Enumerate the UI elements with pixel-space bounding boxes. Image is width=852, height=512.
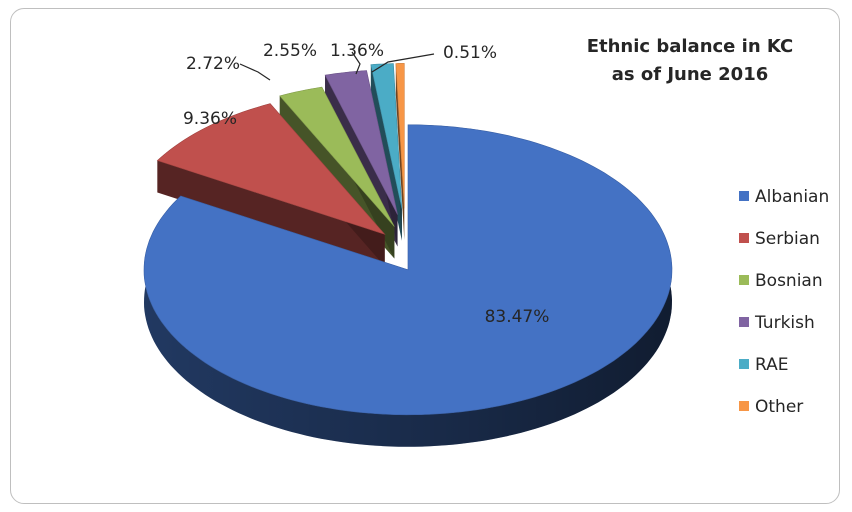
legend-label-rae: RAE [755,355,789,375]
legend-swatch-bosnian [739,275,749,285]
slice-cut-face [370,64,402,241]
chart-title-line-1: Ethnic balance in KC [587,36,794,57]
legend-label-other: Other [755,397,803,417]
legend-swatch-albanian [739,191,749,201]
data-label-serbian: 9.36% [183,109,237,129]
slice-top-face [324,70,398,215]
slice-top-face [395,63,405,209]
pie-slice-other [395,63,405,241]
legend-label-turkish: Turkish [754,313,815,333]
pie-slices [143,63,673,447]
legend: Albanian Serbian Bosnian Turkish RAE Other [739,187,829,417]
leader-line [371,53,435,73]
data-label-other: 0.51% [443,43,497,63]
data-label-rae: 1.36% [330,41,384,61]
slice-top-face [279,86,395,227]
legend-swatch-other [739,401,749,411]
data-label-bosnian: 2.72% [186,54,240,74]
legend-swatch-rae [739,359,749,369]
data-label-albanian: 83.47% [485,307,550,327]
legend-label-serbian: Serbian [755,229,820,249]
leader-line [351,51,361,75]
data-label-turkish: 2.55% [263,41,317,61]
legend-swatch-turkish [739,317,749,327]
slice-cut-face [157,160,385,267]
slice-top-face [370,63,403,209]
pie-slice-rae [370,63,403,241]
slice-top-face [156,103,386,235]
pie-slice-albanian [143,124,673,447]
legend-swatch-serbian [739,233,749,243]
pie-slice-serbian [156,103,386,267]
slice-top-face [143,124,673,416]
data-labels: 83.47% 9.36% 2.72% 2.55% 1.36% 0.51% [183,41,549,327]
slice-cut-face [395,63,405,241]
legend-label-bosnian: Bosnian [755,271,823,291]
leader-line [239,63,271,81]
chart-title-line-2: as of June 2016 [612,64,769,85]
legend-label-albanian: Albanian [755,187,829,207]
